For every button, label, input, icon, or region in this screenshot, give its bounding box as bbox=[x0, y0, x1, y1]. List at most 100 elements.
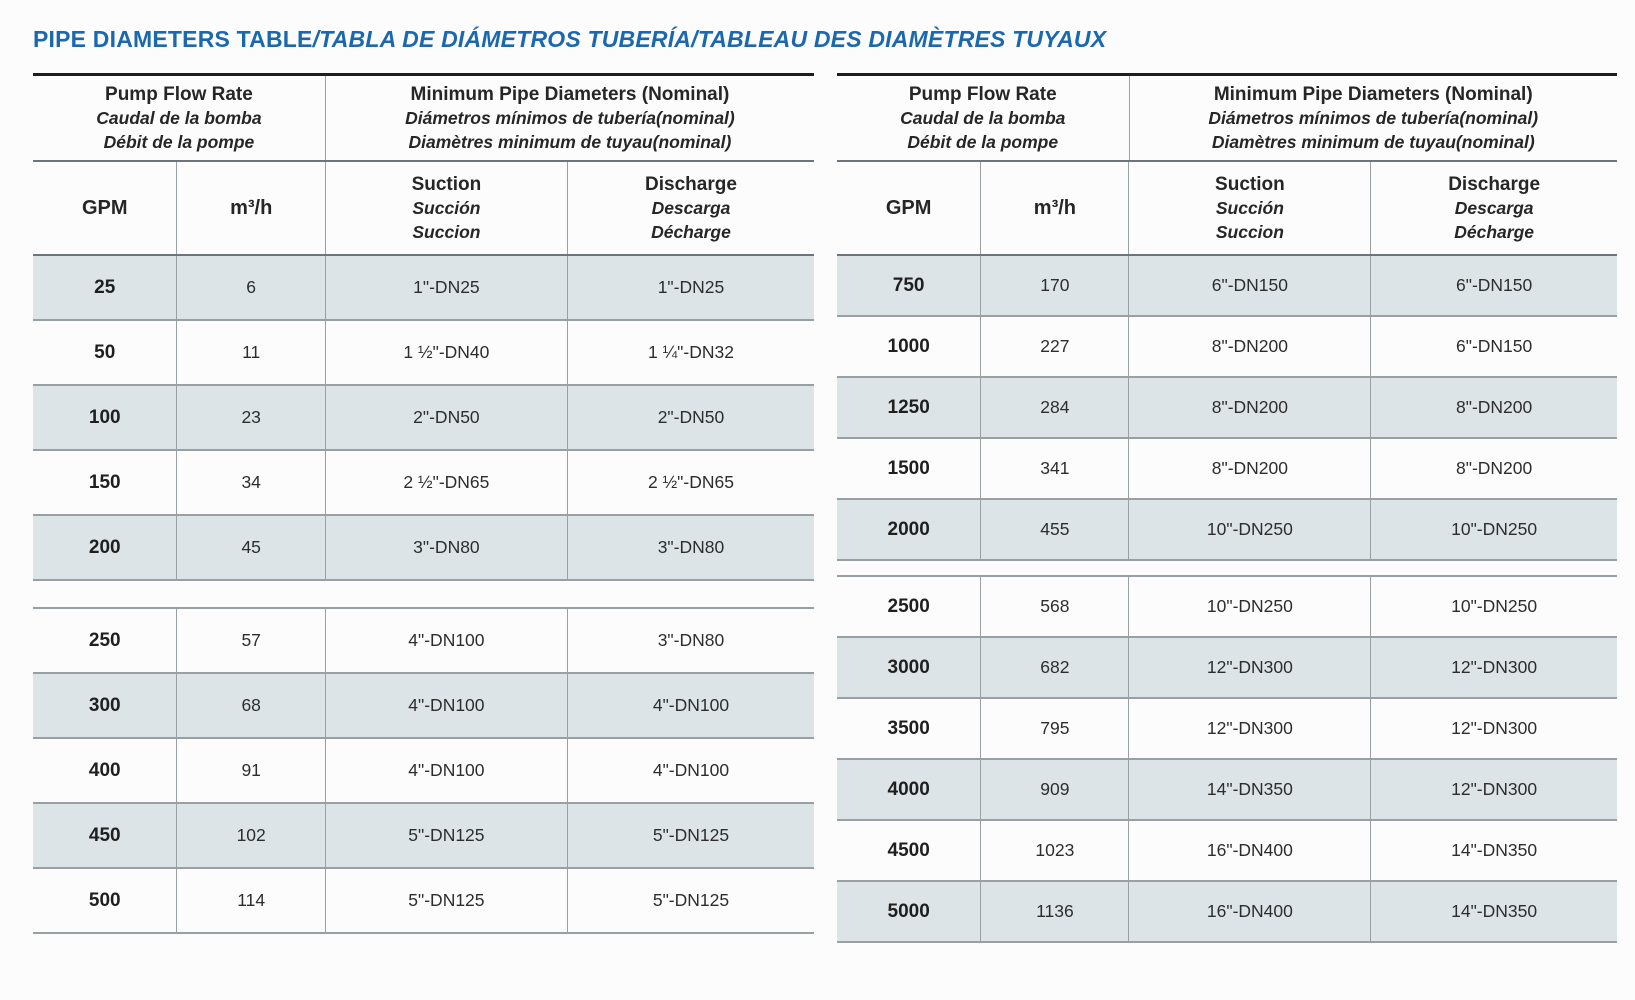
table-row: 5000 1136 16"-DN400 14"-DN350 bbox=[837, 882, 1617, 943]
cell-m3h: 34 bbox=[177, 451, 326, 514]
cell-discharge: 3"-DN80 bbox=[657, 537, 725, 557]
cell-gpm: 2000 bbox=[837, 500, 982, 559]
table-row: 250 57 4"-DN100 3"-DN80 bbox=[33, 609, 814, 674]
table-section-lower: 250 57 4"-DN100 3"-DN80 300 68 4"-DN100 4"-DN10… bbox=[33, 607, 814, 934]
cell-suction: 10"-DN250 bbox=[1129, 500, 1372, 559]
header-flow-es: Caudal de la bomba bbox=[96, 108, 262, 129]
cell-gpm: 3500 bbox=[837, 699, 982, 758]
column-header-discharge: Discharge Descarga Décharge bbox=[1448, 174, 1541, 242]
header-diameter-es: Diámetros mínimos de tubería(nominal) bbox=[1208, 108, 1539, 129]
column-header-m3h: m³/h bbox=[177, 162, 326, 254]
cell-m3h: 1136 bbox=[981, 882, 1130, 941]
cell-discharge: 3"-DN80 bbox=[657, 630, 725, 650]
cell-suction: 8"-DN200 bbox=[1129, 378, 1372, 437]
cell-m3h: 170 bbox=[981, 256, 1130, 315]
cell-m3h: 68 bbox=[177, 674, 326, 737]
cell-gpm: 300 bbox=[33, 674, 178, 737]
title-translations: /TABLA DE DIÁMETROS TUBERÍA/TABLEAU DES … bbox=[312, 26, 1107, 52]
pipe-table-right: Pump Flow Rate Caudal de la bomba Débit … bbox=[837, 73, 1617, 943]
page: PIPE DIAMETERS TABLE/TABLA DE DIÁMETROS … bbox=[33, 26, 1635, 943]
cell-discharge: 4"-DN100 bbox=[652, 695, 730, 715]
cell-discharge: 12"-DN300 bbox=[1451, 779, 1538, 799]
cell-discharge: 1 ¼"-DN32 bbox=[647, 342, 734, 362]
header-flow-fr: Débit de la pompe bbox=[907, 131, 1059, 152]
cell-suction: 4"-DN100 bbox=[326, 674, 568, 737]
header-flow-fr: Débit de la pompe bbox=[103, 131, 255, 152]
cell-gpm: 5000 bbox=[837, 882, 982, 941]
cell-suction: 2"-DN50 bbox=[326, 386, 568, 449]
table-row: 100 23 2"-DN50 2"-DN50 bbox=[33, 386, 814, 451]
cell-gpm: 2500 bbox=[837, 577, 982, 636]
pipe-table-left: Pump Flow Rate Caudal de la bomba Débit … bbox=[33, 73, 814, 934]
cell-gpm: 25 bbox=[33, 256, 178, 319]
header-group-row: Pump Flow Rate Caudal de la bomba Débit … bbox=[837, 73, 1617, 162]
cell-m3h: 11 bbox=[177, 321, 326, 384]
header-flow-es: Caudal de la bomba bbox=[900, 108, 1066, 129]
cell-m3h: 455 bbox=[981, 500, 1130, 559]
title-main: PIPE DIAMETERS TABLE bbox=[33, 26, 313, 52]
cell-m3h: 57 bbox=[177, 609, 326, 672]
cell-gpm: 150 bbox=[33, 451, 178, 514]
cell-m3h: 23 bbox=[177, 386, 326, 449]
header-group-row: Pump Flow Rate Caudal de la bomba Débit … bbox=[33, 73, 814, 162]
cell-m3h: 341 bbox=[981, 439, 1130, 498]
header-diameter-group: Minimum Pipe Diameters (Nominal) Diámetr… bbox=[326, 76, 814, 160]
table-row: 750 170 6"-DN150 6"-DN150 bbox=[837, 256, 1617, 317]
page-title: PIPE DIAMETERS TABLE/TABLA DE DIÁMETROS … bbox=[33, 26, 1635, 53]
cell-m3h: 6 bbox=[177, 256, 326, 319]
cell-gpm: 200 bbox=[33, 516, 178, 579]
table-row: 200 45 3"-DN80 3"-DN80 bbox=[33, 516, 814, 581]
cell-suction: 3"-DN80 bbox=[326, 516, 568, 579]
cell-suction: 4"-DN100 bbox=[326, 609, 568, 672]
cell-m3h: 1023 bbox=[981, 821, 1130, 880]
cell-suction: 14"-DN350 bbox=[1129, 760, 1372, 819]
cell-gpm: 1000 bbox=[837, 317, 982, 376]
cell-discharge: 14"-DN350 bbox=[1451, 901, 1538, 921]
cell-discharge: 5"-DN125 bbox=[652, 890, 730, 910]
table-section-upper: 750 170 6"-DN150 6"-DN150 1000 227 8"-DN200 6"-… bbox=[837, 256, 1617, 561]
cell-discharge: 4"-DN100 bbox=[652, 760, 730, 780]
cell-m3h: 91 bbox=[177, 739, 326, 802]
table-row: 1000 227 8"-DN200 6"-DN150 bbox=[837, 317, 1617, 378]
cell-discharge: 10"-DN250 bbox=[1451, 596, 1538, 616]
cell-m3h: 284 bbox=[981, 378, 1130, 437]
header-diameter-es: Diámetros mínimos de tubería(nominal) bbox=[405, 108, 735, 129]
table-row: 500 114 5"-DN125 5"-DN125 bbox=[33, 869, 814, 934]
column-header-m3h: m³/h bbox=[981, 162, 1130, 254]
cell-suction: 10"-DN250 bbox=[1129, 577, 1372, 636]
cell-m3h: 227 bbox=[981, 317, 1130, 376]
cell-discharge: 12"-DN300 bbox=[1451, 657, 1538, 677]
header-flow-en: Pump Flow Rate bbox=[908, 84, 1057, 106]
cell-discharge: 2"-DN50 bbox=[657, 407, 725, 427]
cell-m3h: 114 bbox=[177, 869, 326, 932]
cell-gpm: 4500 bbox=[837, 821, 982, 880]
header-diameter-fr: Diamètres minimum de tuyau(nominal) bbox=[408, 131, 732, 152]
column-header-gpm: GPM bbox=[33, 162, 178, 254]
header-flow-group: Pump Flow Rate Caudal de la bomba Débit … bbox=[837, 76, 1130, 160]
cell-discharge: 5"-DN125 bbox=[652, 825, 730, 845]
cell-suction: 1 ½"-DN40 bbox=[326, 321, 568, 384]
cell-m3h: 795 bbox=[981, 699, 1130, 758]
cell-discharge: 2 ½"-DN65 bbox=[647, 472, 734, 492]
table-row: 50 11 1 ½"-DN40 1 ¼"-DN32 bbox=[33, 321, 814, 386]
table-row: 3500 795 12"-DN300 12"-DN300 bbox=[837, 699, 1617, 760]
column-header-discharge: Discharge Descarga Décharge bbox=[645, 174, 737, 242]
tables-container: Pump Flow Rate Caudal de la bomba Débit … bbox=[33, 73, 1635, 943]
cell-gpm: 4000 bbox=[837, 760, 982, 819]
table-row: 4000 909 14"-DN350 12"-DN300 bbox=[837, 760, 1617, 821]
table-section-upper: 25 6 1"-DN25 1"-DN25 50 11 1 ½"-DN40 1 ¼"-DN32 1… bbox=[33, 256, 814, 581]
header-flow-en: Pump Flow Rate bbox=[105, 84, 253, 106]
cell-m3h: 682 bbox=[981, 638, 1130, 697]
column-header-suction: Suction Succión Succion bbox=[326, 162, 568, 254]
cell-gpm: 500 bbox=[33, 869, 178, 932]
cell-suction: 6"-DN150 bbox=[1129, 256, 1372, 315]
cell-gpm: 50 bbox=[33, 321, 178, 384]
cell-discharge: 14"-DN350 bbox=[1451, 840, 1538, 860]
cell-gpm: 400 bbox=[33, 739, 178, 802]
table-row: 150 34 2 ½"-DN65 2 ½"-DN65 bbox=[33, 451, 814, 516]
cell-suction: 2 ½"-DN65 bbox=[326, 451, 568, 514]
table-section-lower: 2500 568 10"-DN250 10"-DN250 3000 682 12"-DN30… bbox=[837, 575, 1617, 943]
header-flow-group: Pump Flow Rate Caudal de la bomba Débit … bbox=[33, 76, 326, 160]
subheader-row: GPM m³/h Suction Succión Succion Dischar… bbox=[33, 162, 814, 256]
cell-gpm: 3000 bbox=[837, 638, 982, 697]
